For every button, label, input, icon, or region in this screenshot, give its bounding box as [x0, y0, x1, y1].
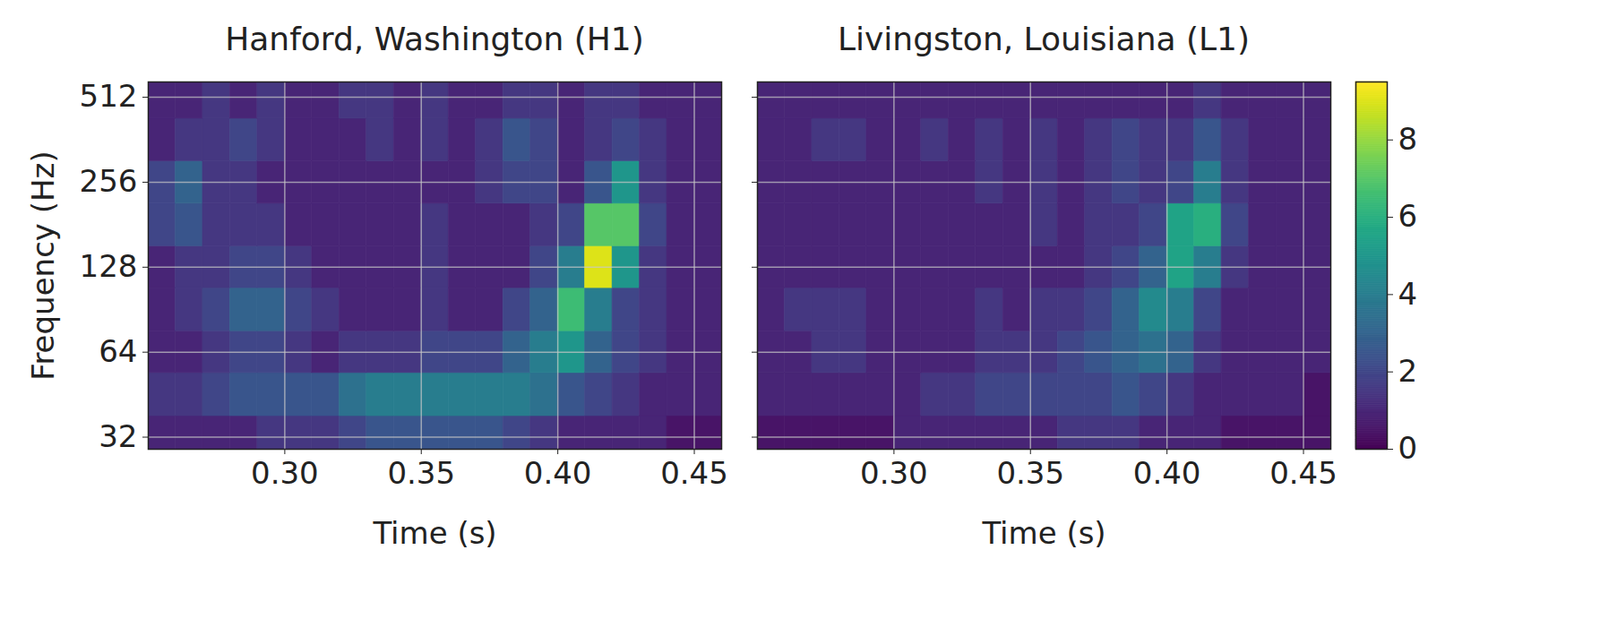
- svg-text:Frequency (Hz): Frequency (Hz): [25, 150, 61, 380]
- svg-text:0.45: 0.45: [1269, 455, 1338, 491]
- svg-text:0.30: 0.30: [250, 455, 319, 491]
- svg-text:0.45: 0.45: [660, 455, 729, 491]
- svg-text:256: 256: [79, 163, 138, 199]
- svg-text:0.30: 0.30: [860, 455, 929, 491]
- svg-text:64: 64: [98, 333, 138, 370]
- svg-text:0.35: 0.35: [387, 455, 456, 491]
- svg-text:4: 4: [1398, 275, 1419, 312]
- svg-text:8: 8: [1398, 120, 1419, 157]
- svg-text:6: 6: [1398, 197, 1419, 234]
- svg-text:128: 128: [79, 248, 138, 284]
- svg-text:Time (s): Time (s): [980, 515, 1106, 551]
- svg-text:512: 512: [79, 77, 138, 114]
- svg-text:0.40: 0.40: [1133, 455, 1202, 491]
- svg-text:0: 0: [1398, 430, 1419, 466]
- html-text:Livingston, Louisiana (L1): Livingston, Louisiana (L1): [837, 20, 1250, 58]
- svg-text:32: 32: [98, 418, 138, 455]
- svg-text:0.40: 0.40: [524, 455, 593, 491]
- svg-text:2: 2: [1398, 352, 1419, 389]
- svg-text:0.35: 0.35: [996, 455, 1065, 491]
- svg-text:Time (s): Time (s): [371, 515, 497, 551]
- html-text:Hanford, Washington (H1): Hanford, Washington (H1): [225, 20, 644, 58]
